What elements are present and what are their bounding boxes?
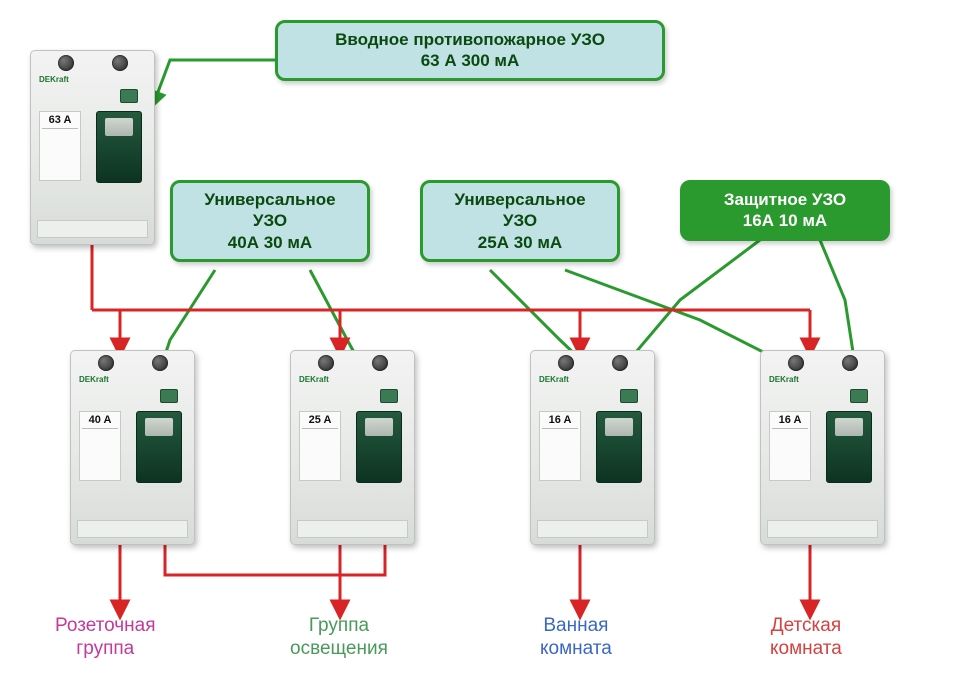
device-brand: DEKraft: [539, 375, 569, 384]
device-brand: DEKraft: [769, 375, 799, 384]
device-main-rcd: DEKraft 63 A: [30, 50, 155, 245]
device-amp: 16 A: [772, 414, 808, 429]
caption-bathroom: Ванная комната: [540, 615, 612, 661]
test-button: [120, 89, 138, 103]
caption-line: комната: [770, 638, 842, 659]
caption-line: группа: [76, 638, 134, 659]
callout-line: УЗО: [437, 210, 603, 231]
device-rcd-1: DEKraft 40 A: [70, 350, 195, 545]
callout-line: Универсальное: [437, 189, 603, 210]
device-rcd-2: DEKraft 25 A: [290, 350, 415, 545]
device-brand: DEKraft: [299, 375, 329, 384]
device-brand: DEKraft: [39, 75, 69, 84]
callout-line: 63 А 300 мА: [292, 50, 648, 71]
caption-lighting: Группа освещения: [290, 615, 388, 661]
toggle-switch: [96, 111, 142, 183]
device-rcd-4: DEKraft 16 A: [760, 350, 885, 545]
toggle-switch: [356, 411, 402, 483]
test-button: [380, 389, 398, 403]
device-rcd-3: DEKraft 16 A: [530, 350, 655, 545]
caption-line: Группа: [309, 615, 369, 636]
device-amp: 40 A: [82, 414, 118, 429]
device-amp: 25 A: [302, 414, 338, 429]
caption-line: комната: [540, 638, 612, 659]
callout-u40: Универсальное УЗО 40А 30 мА: [170, 180, 370, 262]
toggle-switch: [596, 411, 642, 483]
test-button: [160, 389, 178, 403]
callout-line: Защитное УЗО: [697, 189, 873, 210]
callout-line: УЗО: [187, 210, 353, 231]
caption-line: Ванная: [543, 615, 608, 636]
test-button: [850, 389, 868, 403]
callout-line: 25А 30 мА: [437, 232, 603, 253]
toggle-switch: [826, 411, 872, 483]
callout-line: Вводное противопожарное УЗО: [292, 29, 648, 50]
device-amp: 16 A: [542, 414, 578, 429]
callout-u25: Универсальное УЗО 25А 30 мА: [420, 180, 620, 262]
test-button: [620, 389, 638, 403]
caption-outlets: Розеточная группа: [55, 615, 156, 661]
callout-main: Вводное противопожарное УЗО 63 А 300 мА: [275, 20, 665, 81]
caption-line: Розеточная: [55, 615, 156, 636]
caption-line: освещения: [290, 638, 388, 659]
device-amp: 63 A: [42, 114, 78, 129]
callout-line: Универсальное: [187, 189, 353, 210]
callout-line: 16А 10 мА: [697, 210, 873, 231]
device-brand: DEKraft: [79, 375, 109, 384]
callout-line: 40А 30 мА: [187, 232, 353, 253]
caption-line: Детская: [771, 615, 841, 636]
callout-prot: Защитное УЗО 16А 10 мА: [680, 180, 890, 241]
toggle-switch: [136, 411, 182, 483]
caption-kids: Детская комната: [770, 615, 842, 661]
